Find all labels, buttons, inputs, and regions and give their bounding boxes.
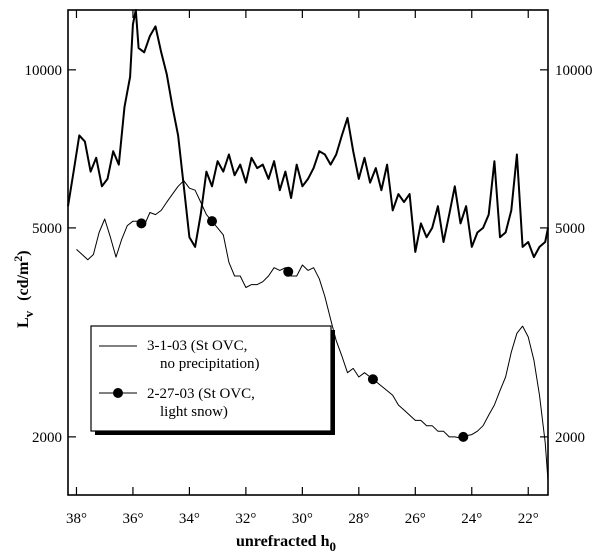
x-tick-label-7: 24° (461, 511, 482, 527)
y-tick-label-right-2: 2000 (555, 430, 585, 446)
x-tick-label-8: 22° (518, 511, 539, 527)
x-tick-label-4: 30° (292, 511, 313, 527)
legend-label-series-2-line-1: 2-27-03 (St OVC, (147, 386, 255, 402)
legend-label-series-1-line-2: no precipitation) (160, 356, 260, 372)
y-axis-title: Lv (cd/m2) (11, 250, 36, 328)
series-2-marker-2 (283, 266, 294, 277)
x-tick-label-5: 28° (348, 511, 369, 527)
series-line-2 (76, 180, 549, 481)
y-axis-title-units: (cd/m (15, 261, 32, 301)
x-tick-label-1: 36° (122, 511, 143, 527)
x-axis-title-main: unrefracted h (236, 533, 330, 550)
y-ticks: 10000 5000 2000 10000 5000 2000 (25, 63, 593, 446)
legend-box (90, 325, 332, 432)
y-tick-label-right-0: 10000 (555, 63, 593, 79)
x-axis-title-subscript: 0 (329, 539, 336, 551)
x-axis-title: unrefracted h0 (236, 533, 336, 551)
x-tick-label-6: 26° (405, 511, 426, 527)
y-tick-label-left-0: 10000 (25, 63, 63, 79)
x-tick-label-2: 34° (179, 511, 200, 527)
y-axis-title-subscript: v (21, 310, 36, 317)
x-tick-label-3: 32° (235, 511, 256, 527)
legend: 3-1-03 (St OVC, no precipitation) 2-27-0… (90, 325, 335, 435)
x-tick-label-0: 38° (66, 511, 87, 527)
y-axis-title-main: L (15, 317, 32, 328)
legend-marker-series-2 (113, 388, 123, 398)
y-tick-label-left-1: 5000 (32, 221, 62, 237)
series-2-marker-0 (136, 218, 147, 229)
x-ticks: 38° 36° 34° 32° 30° 28° 26° 24° 22° (66, 10, 539, 527)
y-axis-title-units-close: ) (15, 250, 32, 255)
y-tick-label-left-2: 2000 (32, 430, 62, 446)
legend-label-series-1-line-1: 3-1-03 (St OVC, (147, 338, 247, 354)
series-line-1 (67, 9, 549, 259)
series-2-marker-1 (207, 216, 217, 227)
y-axis-title-units-superscript: 2 (11, 256, 25, 262)
legend-label-series-2-line-2: light snow) (160, 404, 228, 420)
plot-frame (67, 9, 549, 496)
plot-area-border (67, 9, 549, 496)
series-2-marker-3 (367, 374, 378, 385)
y-tick-label-right-1: 5000 (555, 221, 585, 237)
series-group (67, 9, 549, 481)
series-2-marker-4 (458, 431, 469, 442)
